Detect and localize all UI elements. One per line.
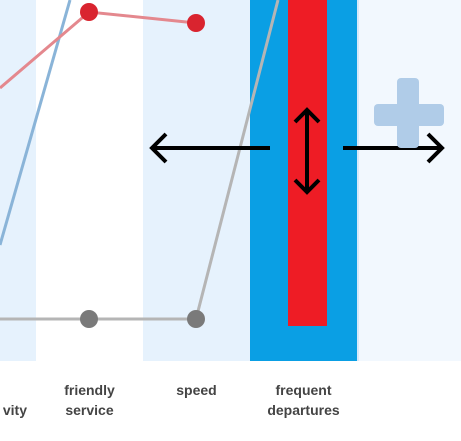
add-column-area[interactable] <box>357 0 461 361</box>
red-series-line <box>0 10 197 90</box>
category-label-frequent-departures: frequent departures <box>267 382 340 418</box>
plus-icon[interactable] <box>374 78 444 148</box>
gray-point-speed[interactable] <box>187 310 205 328</box>
gray-series-line <box>0 0 280 321</box>
red-point-speed[interactable] <box>187 14 205 32</box>
blue-series-line <box>0 0 72 246</box>
gray-point-friendly-service[interactable] <box>80 310 98 328</box>
red-point-friendly-service[interactable] <box>80 3 98 21</box>
category-label-0: vity <box>2 402 27 418</box>
category-label-friendly-service: friendly service <box>64 382 115 418</box>
arrow-right-icon[interactable] <box>343 132 445 164</box>
arrow-up-down-icon[interactable] <box>293 107 321 195</box>
category-label-speed: speed <box>176 382 217 398</box>
arrow-left-icon[interactable] <box>149 132 270 164</box>
